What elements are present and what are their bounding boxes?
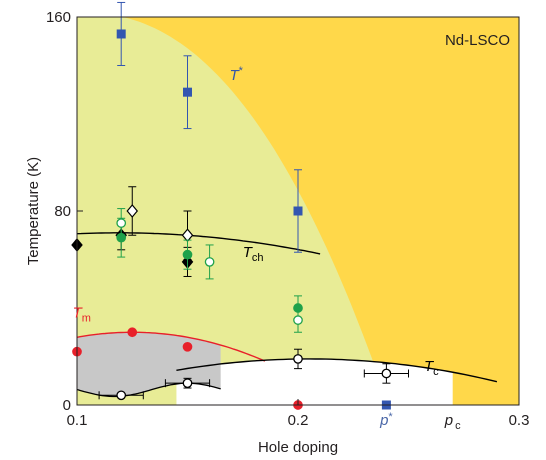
data-point	[363, 363, 409, 384]
data-point	[164, 377, 211, 389]
x-tick-label: 0.1	[67, 412, 88, 429]
data-point	[116, 1, 126, 66]
circle-marker	[293, 354, 303, 364]
data-point	[182, 239, 193, 270]
square-marker	[183, 87, 192, 97]
curve-label: T*	[229, 65, 243, 84]
y-tick-label: 0	[63, 397, 71, 414]
data-point	[127, 327, 138, 338]
circle-marker	[182, 341, 193, 352]
circle-marker	[293, 315, 303, 325]
square-marker	[116, 29, 126, 39]
data-point	[126, 186, 139, 236]
data-point	[182, 341, 193, 352]
axis-marker-label: p*	[379, 411, 393, 429]
tm-curve	[77, 331, 266, 362]
y-axis-title: Temperature (K)	[25, 157, 42, 265]
circle-marker	[182, 378, 193, 389]
y-tick-label: 80	[54, 203, 71, 220]
curve-label: Tc	[424, 358, 439, 378]
circle-marker	[116, 218, 127, 228]
inset-label: Nd-LSCO	[445, 32, 510, 49]
data-point	[116, 208, 127, 239]
circle-marker	[381, 368, 392, 379]
circle-marker	[127, 327, 138, 338]
square-marker	[293, 206, 303, 216]
x-axis-title: Hole doping	[258, 439, 338, 456]
data-point	[293, 307, 303, 333]
circle-marker	[182, 249, 193, 260]
curve-label: Tch	[243, 244, 264, 264]
data-point	[293, 169, 303, 253]
curve-label: Tm	[73, 305, 91, 325]
data-point	[204, 244, 215, 280]
x-tick-label: 0.3	[509, 412, 530, 429]
circle-marker	[204, 257, 215, 267]
x-tick-label: 0.2	[288, 412, 309, 429]
data-point	[293, 348, 303, 370]
tc-curve	[176, 358, 498, 383]
y-tick-label: 160	[46, 9, 71, 26]
data-point	[183, 55, 192, 130]
diamond-marker	[126, 204, 139, 218]
circle-marker	[116, 390, 127, 401]
data-point	[98, 390, 144, 401]
charge-order-region	[77, 17, 389, 405]
